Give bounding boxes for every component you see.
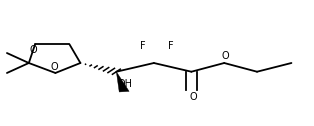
Text: OH: OH [118,79,133,89]
Text: O: O [30,45,37,55]
Text: O: O [50,62,58,72]
Text: F: F [140,41,146,51]
Text: O: O [189,92,197,102]
Polygon shape [116,72,129,92]
Text: F: F [168,41,174,51]
Text: O: O [222,51,230,60]
